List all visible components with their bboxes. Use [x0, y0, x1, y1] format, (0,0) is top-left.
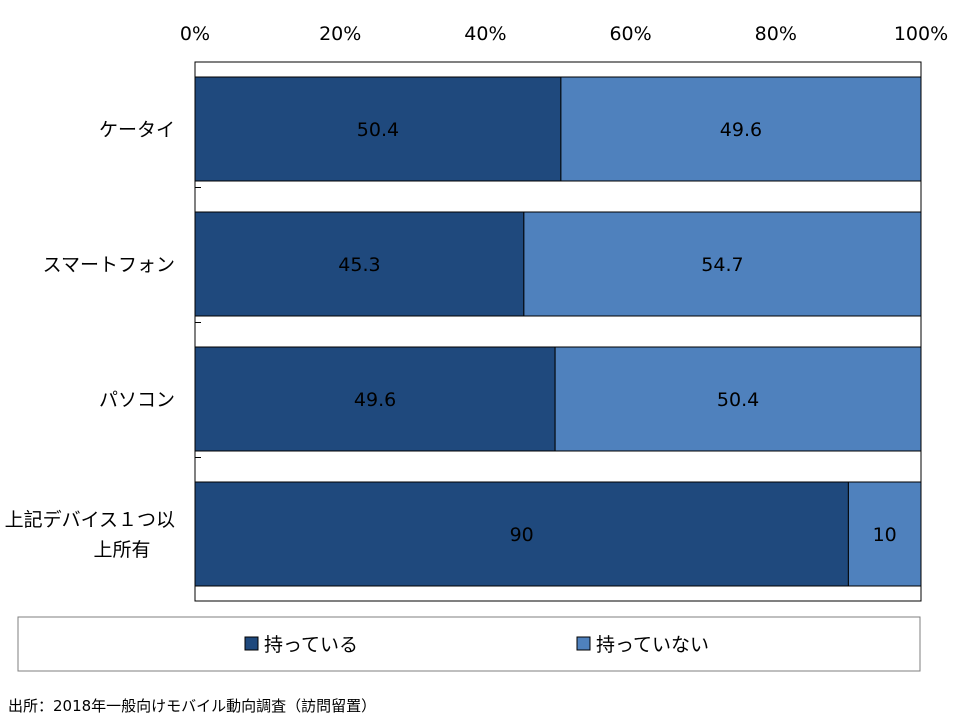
legend-box — [17, 616, 921, 672]
bar-segment — [560, 76, 922, 182]
x-tick-label: 40% — [464, 23, 506, 45]
bar-segment — [847, 481, 922, 587]
bar-segment — [194, 481, 849, 587]
x-tick-label: 100% — [894, 23, 948, 45]
source-note: 出所：2018年一般向けモバイル動向調査（訪問留置） — [8, 697, 376, 715]
bar-segment — [554, 346, 922, 452]
x-tick-label: 0% — [180, 23, 210, 45]
bar-value-label: 49.6 — [720, 119, 762, 141]
bar-value-label: 10 — [873, 524, 897, 546]
category-label: 上記デバイス１つ以 — [5, 509, 175, 531]
legend-swatch-not-owns — [576, 636, 591, 651]
legend-label-owns: 持っている — [264, 634, 358, 656]
bar-value-label: 50.4 — [717, 389, 759, 411]
bar-value-label: 50.4 — [357, 119, 399, 141]
legend-label-not-owns: 持っていない — [596, 634, 709, 656]
bars — [194, 76, 922, 587]
x-tick-label: 60% — [609, 23, 651, 45]
category-label: ケータイ — [99, 119, 175, 141]
bar-segment — [523, 211, 922, 317]
category-label: パソコン — [99, 389, 175, 411]
bar-value-label: 54.7 — [701, 254, 743, 276]
bar-segment — [194, 346, 556, 452]
x-tick-label: 80% — [755, 23, 797, 45]
data-labels: 50.4 49.6 45.3 54.7 49.6 50.4 90 10 — [338, 119, 897, 546]
legend-swatch-owns — [244, 636, 259, 651]
legend: 持っている 持っていない — [17, 616, 921, 672]
bar-value-label: 45.3 — [338, 254, 380, 276]
bar-value-label: 49.6 — [354, 389, 396, 411]
category-label: 上所有 — [93, 539, 150, 561]
bar-value-label: 90 — [510, 524, 534, 546]
category-label: スマートフォン — [43, 254, 175, 276]
x-axis-ticks: 0% 20% 40% 60% 80% 100% — [180, 23, 948, 45]
x-tick-label: 20% — [319, 23, 361, 45]
bar-segment — [194, 76, 562, 182]
